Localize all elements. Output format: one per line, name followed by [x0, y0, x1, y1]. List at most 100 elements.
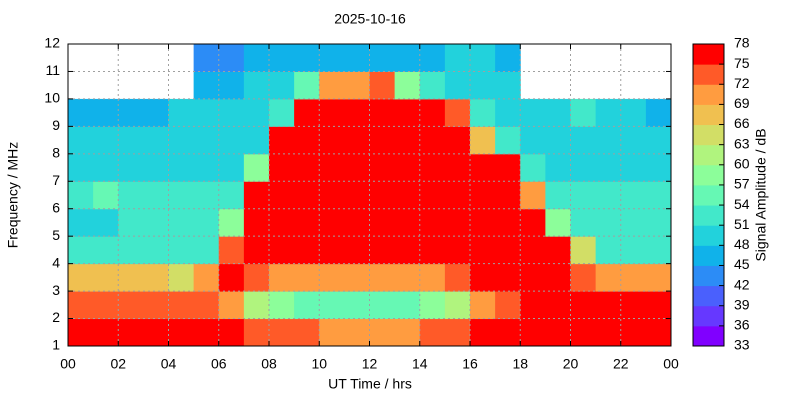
- heat-cell: [319, 71, 345, 100]
- heat-cell: [143, 263, 169, 292]
- heat-cell: [394, 126, 421, 155]
- heat-cell: [444, 44, 471, 72]
- heat-cell: [218, 153, 245, 182]
- heat-cell: [218, 44, 245, 72]
- heat-cell: [645, 236, 672, 265]
- heat-cell: [495, 291, 521, 320]
- heat-cell: [545, 153, 571, 182]
- heat-cell: [193, 71, 220, 100]
- x-tick-label: 00: [663, 356, 679, 372]
- heat-cell: [595, 181, 622, 210]
- heat-cell: [344, 153, 370, 182]
- heat-cell: [394, 291, 421, 320]
- heat-cell: [319, 236, 345, 265]
- heat-cell: [193, 291, 220, 320]
- heat-cell: [319, 291, 345, 320]
- heat-cell: [319, 263, 345, 292]
- heat-cell: [193, 153, 220, 182]
- heat-cell: [595, 126, 622, 155]
- heat-cell: [419, 318, 446, 347]
- heat-cell: [645, 98, 672, 127]
- heat-cell: [344, 181, 370, 210]
- heat-cell: [294, 44, 320, 72]
- heat-cell: [294, 291, 320, 320]
- heat-cell: [118, 98, 144, 127]
- heat-cell: [68, 208, 94, 237]
- heat-cell: [319, 98, 345, 127]
- colorbar-tick-label: 54: [734, 196, 750, 212]
- heat-cell: [193, 126, 220, 155]
- heat-cell: [369, 291, 396, 320]
- heat-cell: [143, 153, 169, 182]
- heat-cell: [620, 318, 647, 347]
- heat-cell: [369, 181, 396, 210]
- heat-cell: [269, 236, 295, 265]
- heat-cell: [143, 318, 169, 347]
- heat-cell: [520, 181, 546, 210]
- colorbar-segment: [693, 305, 724, 327]
- x-tick-label: 10: [311, 356, 327, 372]
- heat-cell: [68, 126, 94, 155]
- heat-cell: [118, 153, 144, 182]
- y-tick-label: 6: [52, 199, 60, 215]
- heat-cell: [520, 98, 546, 127]
- heat-cell: [495, 98, 521, 127]
- heat-cell: [369, 71, 396, 100]
- heat-cell: [319, 44, 345, 72]
- heat-cell: [620, 291, 647, 320]
- heat-cell: [595, 153, 622, 182]
- colorbar-frame: [692, 43, 725, 347]
- heat-cell: [218, 318, 245, 347]
- x-tick-label: 04: [161, 356, 177, 372]
- heat-cell: [520, 263, 546, 292]
- heat-cell: [369, 126, 396, 155]
- x-tick-label: 00: [60, 356, 76, 372]
- colorbar-tick-label: 66: [734, 115, 750, 131]
- heat-cell: [193, 98, 220, 127]
- heat-cell: [319, 126, 345, 155]
- heat-cell: [193, 318, 220, 347]
- heat-cell: [620, 263, 647, 292]
- heat-cell: [269, 208, 295, 237]
- heat-cell: [444, 291, 471, 320]
- x-tick-label: 22: [613, 356, 629, 372]
- heat-cell: [419, 208, 446, 237]
- heat-cell: [143, 236, 169, 265]
- heat-cell: [243, 126, 270, 155]
- heat-cell: [595, 318, 622, 347]
- y-tick-label: 2: [52, 309, 60, 325]
- colorbar-tick-label: 36: [734, 317, 750, 333]
- heat-cell: [394, 208, 421, 237]
- heat-cell: [243, 291, 270, 320]
- heat-cell: [143, 181, 169, 210]
- heat-cell: [470, 44, 496, 72]
- heat-cell: [470, 71, 496, 100]
- heat-cell: [470, 263, 496, 292]
- heat-cell: [68, 318, 94, 347]
- heat-cell: [168, 126, 195, 155]
- heat-cell: [93, 208, 119, 237]
- heat-cell: [193, 263, 220, 292]
- heat-cell: [269, 126, 295, 155]
- heat-cell: [118, 291, 144, 320]
- heat-cell: [294, 153, 320, 182]
- heat-cell: [319, 318, 345, 347]
- heat-cell: [118, 263, 144, 292]
- heat-cell: [520, 153, 546, 182]
- heat-cell: [645, 126, 672, 155]
- x-tick-label: 02: [110, 356, 126, 372]
- heat-cell: [520, 291, 546, 320]
- heat-cell: [168, 236, 195, 265]
- heat-cell: [243, 236, 270, 265]
- colorbar-tick-label: 45: [734, 256, 750, 272]
- heat-cell: [595, 98, 622, 127]
- heat-cell: [143, 208, 169, 237]
- colorbar-segment: [693, 265, 724, 287]
- heat-cell: [294, 263, 320, 292]
- heat-cell: [294, 126, 320, 155]
- heat-cell: [93, 98, 119, 127]
- heat-cell: [168, 208, 195, 237]
- heat-cell: [545, 98, 571, 127]
- heat-cell: [294, 318, 320, 347]
